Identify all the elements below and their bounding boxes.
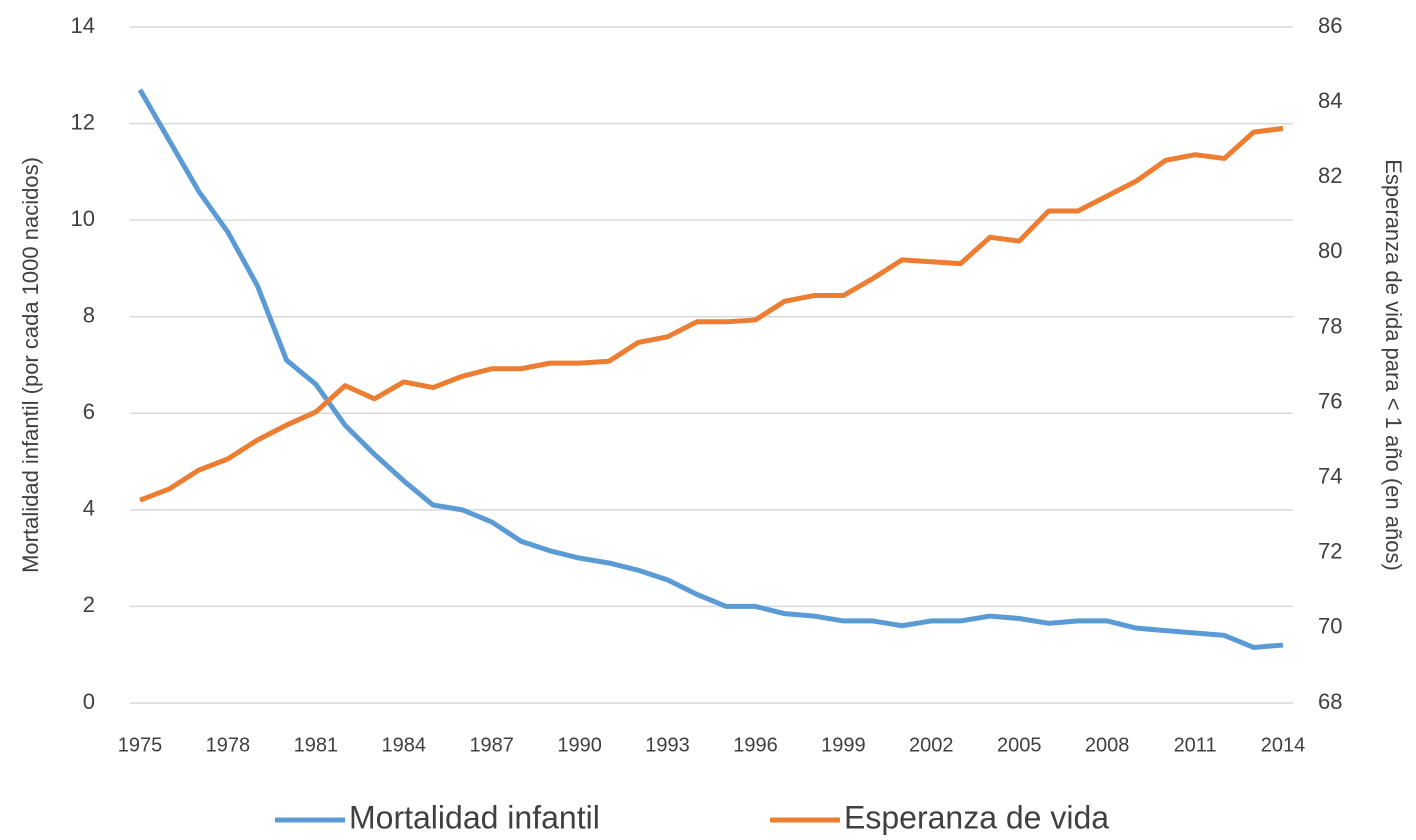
line-series bbox=[137, 88, 1284, 650]
y-tick-label: 12 bbox=[71, 109, 95, 134]
y2-tick-label: 70 bbox=[1318, 614, 1342, 639]
y2-tick-label: 80 bbox=[1318, 238, 1342, 263]
y-tick-label: 2 bbox=[83, 592, 95, 617]
y2-tick-label: 78 bbox=[1318, 313, 1342, 338]
y2-tick-label: 74 bbox=[1318, 463, 1342, 488]
legend-label: Mortalidad infantil bbox=[349, 799, 600, 835]
x-tick-label: 1987 bbox=[469, 734, 514, 756]
x-tick-label: 1981 bbox=[294, 734, 339, 756]
x-tick-label: 2008 bbox=[1085, 734, 1130, 756]
legend-label: Esperanza de vida bbox=[844, 799, 1109, 835]
y2-tick-label: 84 bbox=[1318, 88, 1342, 113]
y2-tick-label: 76 bbox=[1318, 388, 1342, 413]
y2-tick-label: 82 bbox=[1318, 163, 1342, 188]
y-tick-label: 8 bbox=[83, 303, 95, 328]
x-tick-label: 1984 bbox=[382, 734, 427, 756]
y-tick-label: 0 bbox=[83, 689, 95, 714]
x-tick-label: 1996 bbox=[733, 734, 778, 756]
y2-tick-label: 86 bbox=[1318, 13, 1342, 38]
x-tick-label: 1975 bbox=[118, 734, 163, 756]
x-tick-label: 2002 bbox=[909, 734, 954, 756]
y2-tick-label: 68 bbox=[1318, 689, 1342, 714]
line-series bbox=[139, 125, 1284, 503]
x-tick-label: 2005 bbox=[997, 734, 1042, 756]
y2-tick-label: 72 bbox=[1318, 539, 1342, 564]
x-tick-label: 1990 bbox=[557, 734, 602, 756]
x-tick-label: 2014 bbox=[1261, 734, 1306, 756]
y-tick-label: 6 bbox=[83, 399, 95, 424]
y-tick-label: 4 bbox=[83, 496, 95, 521]
y-tick-label: 10 bbox=[71, 206, 95, 231]
y-axis-label: Mortalidad infantil (por cada 1000 nacid… bbox=[18, 157, 43, 573]
x-tick-label: 1993 bbox=[645, 734, 690, 756]
x-tick-label: 1978 bbox=[206, 734, 251, 756]
y2-axis-label: Esperanza de vida para < 1 año (en años) bbox=[1381, 159, 1406, 571]
x-tick-label: 1999 bbox=[821, 734, 866, 756]
x-tick-label: 2011 bbox=[1174, 734, 1217, 756]
y-tick-label: 14 bbox=[71, 13, 95, 38]
